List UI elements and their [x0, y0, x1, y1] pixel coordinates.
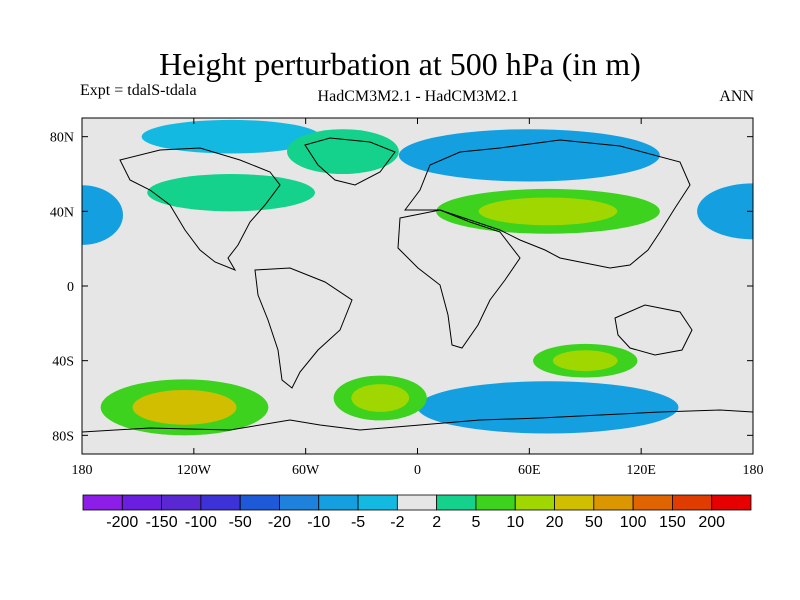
- colorbar-label: 2: [432, 514, 441, 531]
- coastlines: [82, 137, 753, 433]
- colorbar-label: 100: [620, 514, 647, 531]
- field-greenland-high: [287, 129, 399, 175]
- y-axis: 80N 40N 0 40S 80S: [50, 131, 753, 444]
- season-label: ANN: [719, 88, 754, 105]
- x-tick-label: 60E: [518, 463, 541, 478]
- colorbar-swatch: [279, 494, 320, 511]
- coastline-greenland: [304, 137, 396, 186]
- x-tick-label: 180: [743, 463, 764, 478]
- colorbar-swatch: [318, 494, 359, 511]
- colorbar-label: -150: [146, 514, 178, 531]
- colorbar-swatch: [82, 494, 123, 511]
- colorbar-label: -50: [229, 514, 252, 531]
- coastline-antarctica: [82, 409, 753, 433]
- x-tick-label: 180: [72, 463, 93, 478]
- coastline-africa: [397, 209, 521, 349]
- field-core-n-pacific-low-east: [718, 193, 753, 229]
- x-tick-label: 120E: [626, 463, 656, 478]
- field-n-atlantic-high: [147, 174, 315, 212]
- colorbar-label: -20: [268, 514, 291, 531]
- field-core-eurasia-high: [478, 197, 618, 226]
- colorbar-swatch: [121, 494, 162, 511]
- field-core-s-pacific-high: [132, 389, 237, 425]
- colorbar-label: 200: [698, 514, 725, 531]
- coastline-south-america: [254, 267, 353, 389]
- field-core-siberia-low: [448, 139, 611, 172]
- x-tick-label: 120W: [177, 463, 212, 478]
- colorbar-swatch: [239, 494, 280, 511]
- colorbar-swatch: [672, 494, 713, 511]
- colorbar-label: 50: [585, 514, 603, 531]
- colorbar-swatch: [200, 494, 241, 511]
- colorbar-label: -100: [185, 514, 217, 531]
- x-tick-label: 60W: [292, 463, 320, 478]
- colorbar-swatch: [396, 494, 438, 511]
- model-label: HadCM3M2.1 - HadCM3M2.1: [317, 88, 519, 105]
- colorbar-swatch: [711, 494, 752, 511]
- x-axis: 180 120W 60W 0 60E 120E 180: [72, 118, 764, 478]
- colorbar-label: 10: [506, 514, 524, 531]
- colorbar: -200 -150 -100 -50 -20 -10 -5 -2 2 5 10 20 50 100 150 2…: [82, 494, 752, 531]
- field-core-s-indian-high: [552, 350, 618, 372]
- y-tick-label: 0: [67, 280, 74, 295]
- field-core-s-atlantic-high: [351, 384, 410, 412]
- coastline-north-america: [119, 147, 281, 272]
- y-tick-label: 40S: [52, 355, 74, 370]
- colorbar-swatch: [436, 494, 477, 511]
- field-arctic-low-1: [141, 119, 321, 154]
- colorbar-swatch: [593, 494, 634, 511]
- y-tick-label: 80N: [50, 131, 74, 146]
- colorbar-swatch: [475, 494, 516, 511]
- colorbar-label: -2: [390, 514, 404, 531]
- colorbar-swatch: [632, 494, 673, 511]
- field-core-s-indian-low: [467, 391, 629, 424]
- colorbar-label: 150: [659, 514, 686, 531]
- y-tick-label: 40N: [50, 205, 74, 220]
- x-tick-label: 0: [414, 463, 421, 478]
- colorbar-label: 20: [546, 514, 564, 531]
- colorbar-label: -10: [307, 514, 330, 531]
- coastline-eurasia: [404, 139, 691, 269]
- experiment-label: Expt = tdalS-tdala: [80, 82, 197, 99]
- colorbar-swatch: [357, 494, 398, 511]
- colorbar-label: -200: [106, 514, 138, 531]
- colorbar-swatch: [554, 494, 595, 511]
- chart-title: Height perturbation at 500 hPa (in m): [159, 46, 641, 82]
- colorbar-swatch: [161, 494, 202, 511]
- colorbar-label: -5: [351, 514, 365, 531]
- coastline-australia: [614, 304, 693, 356]
- colorbar-label: 5: [471, 514, 480, 531]
- field-core-n-pacific-low: [82, 196, 108, 234]
- contour-fields: [82, 119, 753, 436]
- colorbar-swatch: [514, 494, 555, 511]
- y-tick-label: 80S: [52, 429, 74, 444]
